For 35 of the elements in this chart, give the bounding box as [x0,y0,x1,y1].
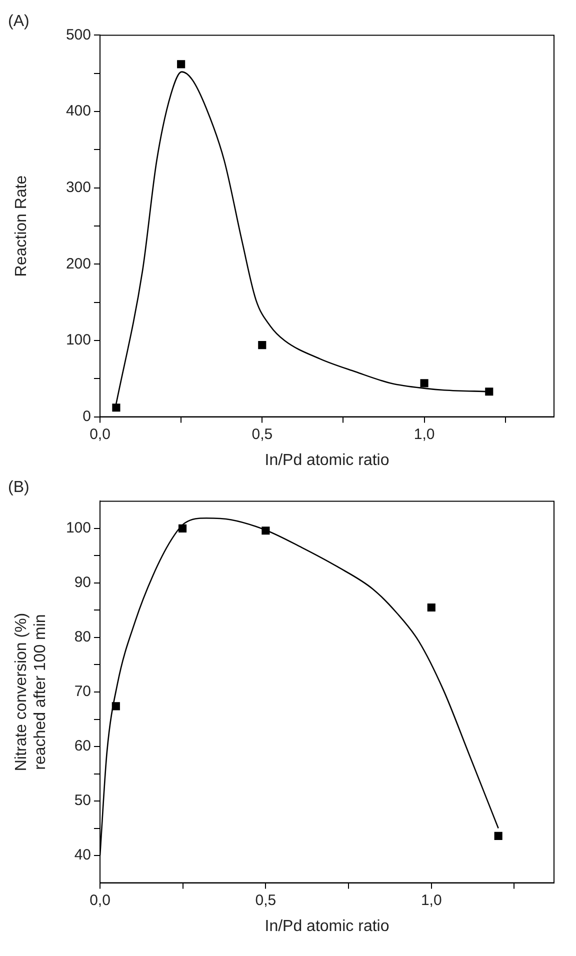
x-axis-title: In/Pd atomic ratio [264,918,390,935]
x-tick-label: 1,0 [420,892,442,909]
chart-title: (A) [8,13,30,30]
x-tick-label: 0,0 [90,892,110,909]
point [420,379,428,388]
y-tick-label: 0 [82,408,91,425]
y-tick-label: 400 [66,102,91,120]
x-tick-label: 1,0 [414,426,435,443]
point [177,60,186,68]
y-axis-title: Nitrate conversion (%) reached after 100 min [13,612,50,772]
x-tick-label: 0,0 [90,426,110,443]
y-tick-label: 90 [74,574,91,592]
point [485,388,494,396]
point [178,524,187,532]
point [494,832,502,840]
point [427,603,436,612]
y-axis-title: Reaction Rate [13,175,30,277]
y-tick-label: 200 [66,255,91,272]
y-tick-label: 70 [74,683,91,700]
y-tick-label: 40 [74,846,91,864]
y-tick-label: 50 [74,792,91,810]
y-tick-label: 500 [66,26,91,44]
chart-title: (B) [8,479,30,496]
x-tick-label: 0,5 [255,892,276,909]
y-tick-label: 100 [66,520,91,537]
point [262,526,270,535]
point [112,404,120,412]
y-tick-label: 60 [74,738,91,755]
y-tick-label: 80 [74,628,91,646]
x-axis-title: In/Pd atomic ratio [264,452,390,469]
point [112,702,120,710]
x-tick-label: 0,5 [252,426,273,443]
y-tick-label: 100 [66,332,91,349]
y-tick-label: 300 [66,178,91,196]
point [258,341,266,350]
